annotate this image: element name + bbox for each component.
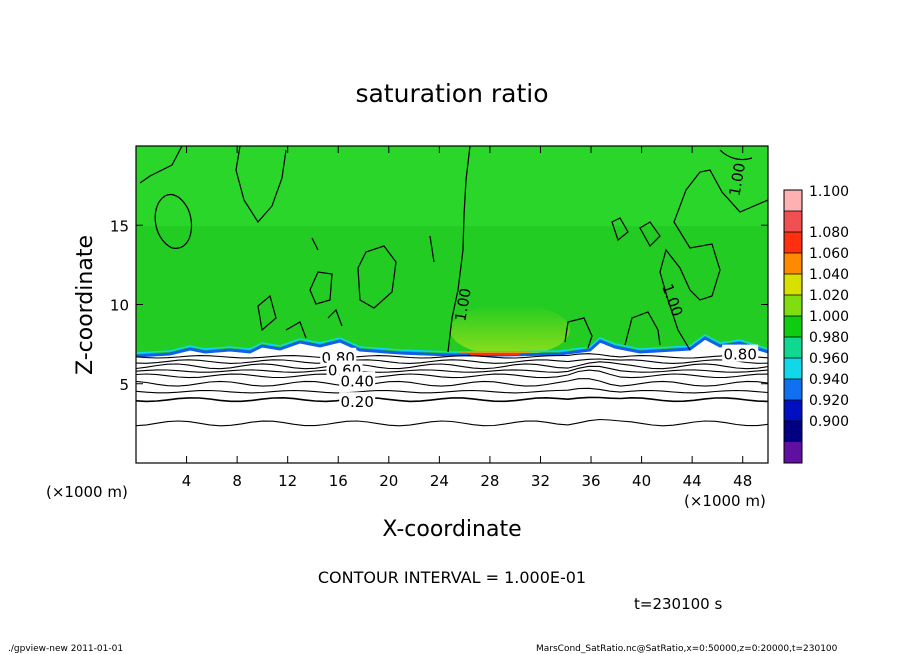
contour-line [311,237,319,251]
contour-line [235,146,287,223]
contour-line [564,317,593,349]
contour-line-dry [136,418,768,427]
contour-line-dry [136,369,768,379]
contour-line [257,294,277,332]
colorbar-label: 0.940 [809,372,849,388]
upper-region [136,146,768,226]
colorbar-swatch [784,442,802,464]
contour-line-dry [136,365,768,373]
contour-line-dry [136,353,768,359]
boundary-cyan [136,334,768,354]
colorbar-label: 0.960 [809,351,849,367]
colorbar-swatch [784,190,802,212]
chart-title: saturation ratio [355,79,548,108]
dry-region [136,338,768,463]
x-tick-label: 8 [232,472,242,490]
x-unit-right: (×1000 m) [684,492,766,510]
contour-line-dry [136,396,768,403]
colorbar-label: 0.980 [809,330,849,346]
dry-layer-contours [136,353,768,427]
colorbar-label: 1.020 [809,288,849,304]
colorbar-frame [783,189,803,464]
colorbar-swatch [784,211,802,233]
contour-label-bg [339,371,376,389]
contour-line [639,221,661,247]
colorbar-label: 1.080 [809,225,849,241]
colorbar-swatch [784,253,802,275]
colorbar-label: 1.040 [809,267,849,283]
footer-right: MarsCond_SatRatio.nc@SatRatio,x=0:50000,… [536,644,838,654]
colorbar-swatch [784,295,802,317]
colorbar-swatch [784,274,802,296]
plot-area: 1.001.00 1.000.80 0.800.600.400.20 [136,146,768,463]
x-tick-label: 12 [278,472,297,490]
contour-line [429,235,435,263]
x-tick-label: 32 [531,472,550,490]
contour-line [309,271,333,305]
supersaturated-patch [450,304,570,356]
x-tick-label: 24 [430,472,449,490]
colorbar-label: 1.060 [809,246,849,262]
contour-line [327,308,343,327]
colorbar-swatch [784,421,802,443]
colorbar-swatch [784,337,802,359]
colorbar-swatch [784,316,802,338]
contour-line [611,217,629,242]
contour-label: 1.00 [451,287,475,323]
x-tick-label: 48 [733,472,752,490]
y-tick-label: 5 [119,376,129,394]
x-tick-label: 20 [379,472,398,490]
x-tick-label: 28 [480,472,499,490]
contour-line [285,321,307,339]
colorbar-label: 0.900 [809,414,849,430]
contour-line [447,146,471,353]
x-axis-label: X-coordinate [382,517,521,542]
x-tick-label: 4 [182,472,192,490]
x-tick-label: 16 [329,472,348,490]
footer-left: ./gpview-new 2011-01-01 [8,644,123,654]
contour-label: 1.00 [726,161,750,197]
contour-line [139,146,183,184]
colorbar: 1.100 1.080 1.060 1.040 1.020 1.000 0.980 0.960… [783,184,849,464]
contour-interval: CONTOUR INTERVAL = 1.000E-01 [318,568,586,587]
contour-label-bg [339,392,376,410]
x-axis: 4 8 12 16 20 24 28 32 36 40 44 48 [182,146,752,490]
x-tick-label: 44 [683,472,702,490]
saturation-contours [139,146,768,353]
contour-label-bg [722,344,759,362]
colorbar-swatch [784,400,802,422]
y-axis-label: Z-coordinate [73,235,98,375]
x-unit-left: (×1000 m) [46,483,128,501]
contour-line-dry [136,378,768,387]
contour-line [357,245,397,309]
colorbar-label: 0.920 [809,393,849,409]
y-tick-label: 10 [110,297,129,315]
colorbar-swatch [784,232,802,254]
contour-line-dry [136,387,768,394]
y-axis: 5 10 15 [110,217,768,394]
x-tick-label: 36 [581,472,600,490]
contour-line [624,311,661,346]
contour-line [154,193,193,249]
contour-line [659,169,768,351]
colorbar-label: 1.100 [809,184,849,200]
x-tick-label: 40 [632,472,651,490]
contour-label: 0.80 [723,346,756,364]
contour-line [719,149,753,161]
y-tick-label: 15 [110,217,129,235]
contour-labels: 1.001.00 1.000.80 0.800.600.400.20 [320,161,759,411]
contour-label: 0.20 [340,393,373,411]
colorbar-label: 1.000 [809,309,849,325]
time-label: t=230100 s [634,595,722,613]
contour-line-dry [136,358,768,364]
contour-label: 0.40 [340,373,373,391]
contour-line-dry [136,361,768,370]
colorbar-swatch [784,379,802,401]
colorbar-swatch [784,358,802,380]
